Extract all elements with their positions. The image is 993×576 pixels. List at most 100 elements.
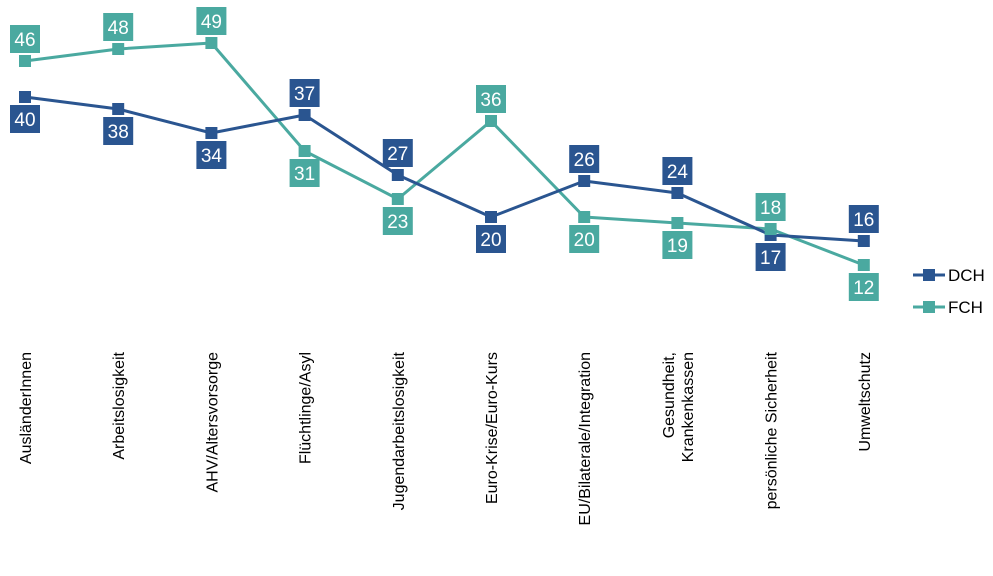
data-label-dch: 34 bbox=[196, 141, 227, 169]
data-point-fch bbox=[19, 55, 31, 67]
data-label-dch: 20 bbox=[476, 225, 506, 253]
data-label-dch: 37 bbox=[289, 79, 320, 107]
category-label: AusländerInnen bbox=[18, 352, 35, 464]
data-label-box-dch bbox=[662, 157, 693, 185]
data-label-dch: 40 bbox=[10, 105, 40, 133]
data-point-fch bbox=[671, 217, 684, 229]
data-point-fch bbox=[298, 145, 311, 157]
data-label-fch: 36 bbox=[476, 85, 506, 113]
data-label-fch: 23 bbox=[382, 207, 413, 235]
data-label-fch: 19 bbox=[662, 231, 693, 259]
data-label-value-fch: 20 bbox=[574, 230, 595, 251]
data-label-box-dch bbox=[10, 105, 40, 133]
data-point-dch bbox=[112, 103, 125, 115]
data-point-dch bbox=[671, 187, 684, 199]
data-label-box-fch bbox=[755, 193, 786, 221]
data-label-fch: 12 bbox=[848, 273, 879, 301]
data-label-dch: 17 bbox=[755, 243, 786, 271]
category-label: Arbeitslosigkeit bbox=[111, 351, 128, 459]
data-label-box-fch bbox=[569, 225, 600, 253]
data-point-dch bbox=[19, 91, 31, 103]
data-label-fch: 49 bbox=[196, 7, 227, 35]
data-label-box-dch bbox=[476, 225, 506, 253]
category-label: Gesundheit, bbox=[661, 352, 678, 438]
series-lines bbox=[24, 41, 865, 267]
legend-marker-dch bbox=[923, 269, 935, 281]
category-label: AHV/Altersvorsorge bbox=[204, 352, 221, 493]
data-label-value-fch: 31 bbox=[294, 164, 315, 185]
series-line-fch bbox=[24, 41, 865, 267]
data-point-dch bbox=[298, 109, 311, 121]
data-label-box-fch bbox=[662, 231, 693, 259]
category-label: Flüchtlinge/Asyl bbox=[298, 352, 315, 464]
data-label-fch: 20 bbox=[569, 225, 600, 253]
data-label-dch: 26 bbox=[569, 145, 600, 173]
data-label-value-fch: 46 bbox=[14, 30, 35, 51]
data-point-fch bbox=[857, 259, 870, 271]
data-label-value-dch: 26 bbox=[574, 150, 595, 171]
data-label-value-fch: 48 bbox=[108, 18, 129, 39]
data-label-fch: 18 bbox=[755, 193, 786, 221]
data-label-value-fch: 12 bbox=[853, 278, 874, 299]
data-label-fch: 31 bbox=[289, 159, 320, 187]
data-point-fch bbox=[578, 211, 591, 223]
data-label-box-dch bbox=[103, 117, 134, 145]
data-label-box-fch bbox=[382, 207, 413, 235]
data-point-dch bbox=[578, 175, 591, 187]
category-label: Umweltschutz bbox=[857, 352, 874, 452]
data-label-value-fch: 19 bbox=[667, 236, 688, 257]
data-label-box-fch bbox=[103, 13, 134, 41]
data-label-value-dch: 20 bbox=[480, 230, 501, 251]
data-point-dch bbox=[485, 211, 497, 223]
data-label-value-dch: 16 bbox=[853, 210, 874, 231]
category-labels: AusländerInnen Arbeitslosigkeit AHV/Alters… bbox=[18, 351, 874, 525]
legend-item-fch: FCH bbox=[913, 298, 983, 317]
legend: DCH FCH bbox=[913, 266, 985, 317]
data-labels: 40 38 34 37 27 20 26 24 17 16 46 48 49 31 23 36 20 19 18 12 bbox=[10, 7, 879, 301]
data-label-dch: 38 bbox=[103, 117, 134, 145]
data-label-value-dch: 37 bbox=[294, 84, 315, 105]
data-label-box-dch bbox=[289, 79, 320, 107]
data-label-box-dch bbox=[848, 205, 879, 233]
data-label-fch: 48 bbox=[103, 13, 134, 41]
data-label-value-dch: 34 bbox=[201, 146, 223, 167]
data-point-fch bbox=[112, 43, 125, 55]
data-label-value-fch: 36 bbox=[480, 90, 501, 111]
data-label-value-dch: 24 bbox=[667, 162, 689, 183]
data-points bbox=[19, 37, 870, 271]
data-label-box-dch bbox=[755, 243, 786, 271]
data-label-value-dch: 38 bbox=[108, 122, 129, 143]
data-point-fch bbox=[391, 193, 404, 205]
data-label-dch: 27 bbox=[382, 139, 413, 167]
data-point-fch bbox=[205, 37, 218, 49]
data-label-box-fch bbox=[289, 159, 320, 187]
data-label-box-dch bbox=[569, 145, 600, 173]
data-label-dch: 24 bbox=[662, 157, 693, 185]
data-label-value-dch: 27 bbox=[387, 144, 408, 165]
data-label-dch: 16 bbox=[848, 205, 879, 233]
data-point-fch bbox=[764, 223, 777, 235]
legend-label-dch: DCH bbox=[948, 266, 985, 285]
data-label-box-fch bbox=[476, 85, 506, 113]
data-label-value-fch: 49 bbox=[201, 12, 222, 33]
category-label: Euro-Krise/Euro-Kurs bbox=[484, 352, 501, 504]
category-label: Jugendarbeitslosigkeit bbox=[391, 351, 408, 510]
legend-marker-fch bbox=[923, 301, 935, 313]
data-label-box-fch bbox=[196, 7, 227, 35]
data-label-box-fch bbox=[10, 25, 40, 53]
data-point-fch bbox=[485, 115, 497, 127]
category-label: Krankenkassen bbox=[680, 352, 697, 462]
category-label: persönliche Sicherheit bbox=[764, 351, 781, 509]
series-line-dch bbox=[24, 95, 864, 243]
data-label-box-fch bbox=[848, 273, 879, 301]
legend-label-fch: FCH bbox=[948, 298, 983, 317]
data-point-dch bbox=[391, 169, 404, 181]
data-label-fch: 46 bbox=[10, 25, 40, 53]
data-label-value-fch: 18 bbox=[760, 198, 781, 219]
data-label-value-dch: 40 bbox=[14, 110, 35, 131]
data-label-box-dch bbox=[382, 139, 413, 167]
data-point-dch bbox=[205, 127, 218, 139]
data-point-dch bbox=[857, 235, 870, 247]
data-label-value-fch: 23 bbox=[387, 212, 408, 233]
